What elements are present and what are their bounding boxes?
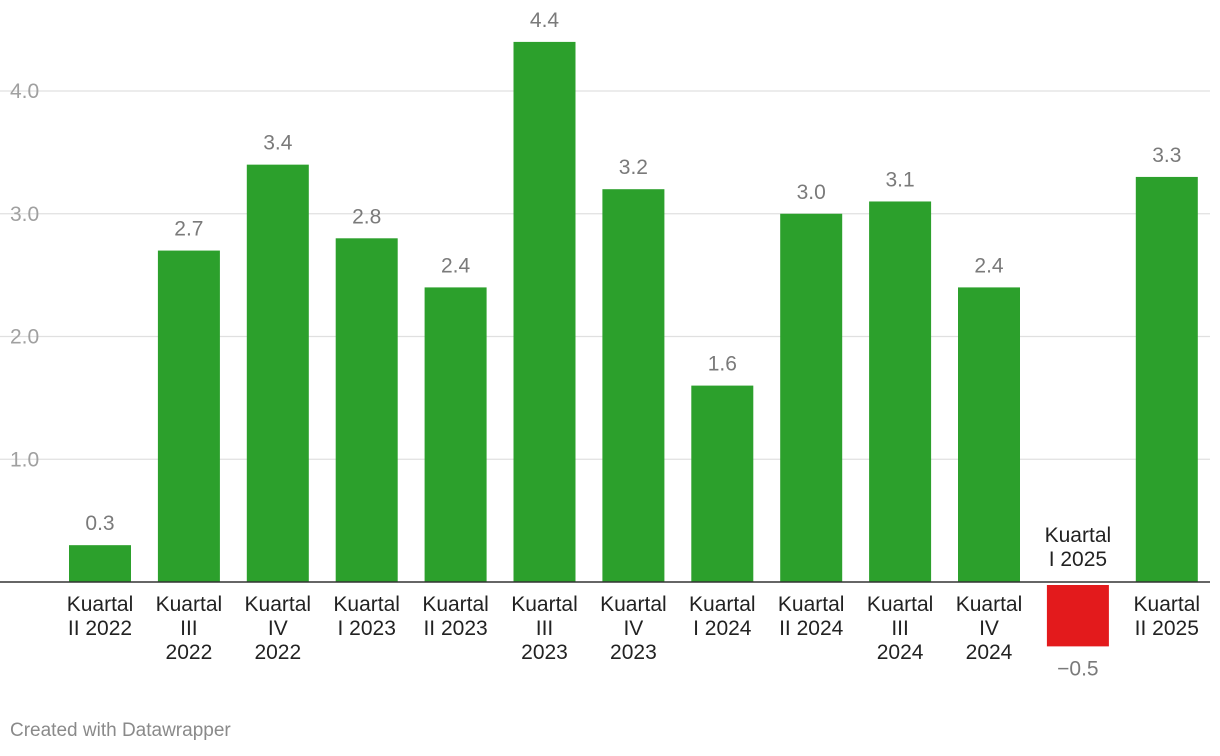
x-category-label-line: Kuartal [67, 593, 134, 616]
y-tick-label: 1.0 [10, 448, 39, 471]
bar-value-label: 1.6 [708, 353, 737, 376]
x-category-label-line: IV [979, 617, 999, 640]
x-category-label-line: Kuartal [511, 593, 578, 616]
bar-value-label: 3.2 [619, 156, 648, 179]
x-category-label: Kuartal IV 2022 [245, 593, 312, 664]
y-tick-label: 4.0 [10, 80, 39, 103]
bar [869, 201, 932, 582]
x-category-label-line: Kuartal [1134, 593, 1201, 616]
x-category-label-line: II 2023 [423, 617, 487, 640]
x-category-label-line: IV [268, 617, 288, 640]
x-category-label-line: II 2024 [779, 617, 844, 640]
bar [69, 545, 131, 582]
x-category-label: Kuartal III 2023 [511, 593, 578, 664]
x-category-label-line: Kuartal [156, 593, 223, 616]
footer-credit: Created with Datawrapper [10, 720, 231, 741]
x-category-label: Kuartal III 2022 [156, 593, 223, 664]
x-category-label: Kuartal I 2024 [689, 593, 756, 640]
x-category-label-line: Kuartal [333, 593, 400, 616]
x-category-label: Kuartal IV 2024 [956, 593, 1023, 664]
bar-value-label: 3.4 [263, 132, 293, 155]
bar-value-label: 2.7 [174, 218, 203, 241]
x-category-label-line: I 2024 [693, 617, 752, 640]
x-category-label: Kuartal II 2024 [778, 593, 845, 640]
x-category-label-line: IV [623, 617, 643, 640]
bar-value-label: 3.1 [885, 168, 914, 191]
bar-value-label: 2.4 [441, 254, 471, 277]
x-category-label-line: 2023 [521, 641, 568, 664]
x-category-label: Kuartal II 2023 [422, 593, 489, 640]
bar [602, 189, 665, 582]
x-category-label-line: 2024 [877, 641, 924, 664]
x-category-label: Kuartal III 2024 [867, 593, 934, 664]
x-category-label-line: II 2025 [1135, 617, 1199, 640]
bar [691, 385, 754, 582]
x-category-label-line: I 2025 [1049, 548, 1107, 571]
x-category-label-line: Kuartal [600, 593, 667, 616]
bar [1046, 585, 1109, 647]
bar-value-label: 2.8 [352, 205, 381, 228]
bar-value-label: −0.5 [1057, 657, 1098, 680]
x-category-label: Kuartal II 2025 [1134, 593, 1201, 640]
bar [335, 238, 398, 583]
x-category-label-line: III [536, 617, 554, 640]
x-category-label: Kuartal I 2023 [333, 593, 400, 640]
x-category-label-line: 2024 [966, 641, 1013, 664]
x-category-label-line: 2023 [610, 641, 657, 664]
x-category-label: Kuartal IV 2023 [600, 593, 667, 664]
y-tick-label: 2.0 [10, 326, 39, 349]
x-category-label-line: Kuartal [778, 593, 845, 616]
x-category-label-line: Kuartal [867, 593, 934, 616]
x-category-label: Kuartal I 2025 [1045, 524, 1112, 571]
bar [424, 287, 487, 582]
x-category-label-line: III [180, 617, 198, 640]
bar [157, 250, 220, 582]
x-category-label-line: Kuartal [1045, 524, 1112, 547]
x-category-label-line: Kuartal [422, 593, 489, 616]
x-category-label: Kuartal II 2022 [67, 593, 134, 640]
bar [1135, 176, 1198, 583]
x-category-label-line: Kuartal [245, 593, 312, 616]
bar-value-label: 4.4 [530, 9, 560, 32]
x-category-label-line: 2022 [254, 641, 301, 664]
x-category-label-line: Kuartal [689, 593, 756, 616]
bar-value-label: 0.3 [85, 512, 114, 535]
bar [246, 164, 309, 582]
bar [958, 287, 1020, 582]
bar [513, 41, 576, 582]
x-category-label-line: 2022 [166, 641, 213, 664]
bar-value-label: 3.3 [1152, 144, 1181, 167]
x-category-label-line: Kuartal [956, 593, 1023, 616]
bar [780, 213, 843, 582]
bar-value-label: 3.0 [797, 181, 826, 204]
x-category-label-line: I 2023 [338, 617, 396, 640]
x-category-label-line: II 2022 [68, 617, 132, 640]
x-category-label-line: III [891, 617, 909, 640]
y-tick-label: 3.0 [10, 203, 39, 226]
bar-value-label: 2.4 [974, 254, 1004, 277]
